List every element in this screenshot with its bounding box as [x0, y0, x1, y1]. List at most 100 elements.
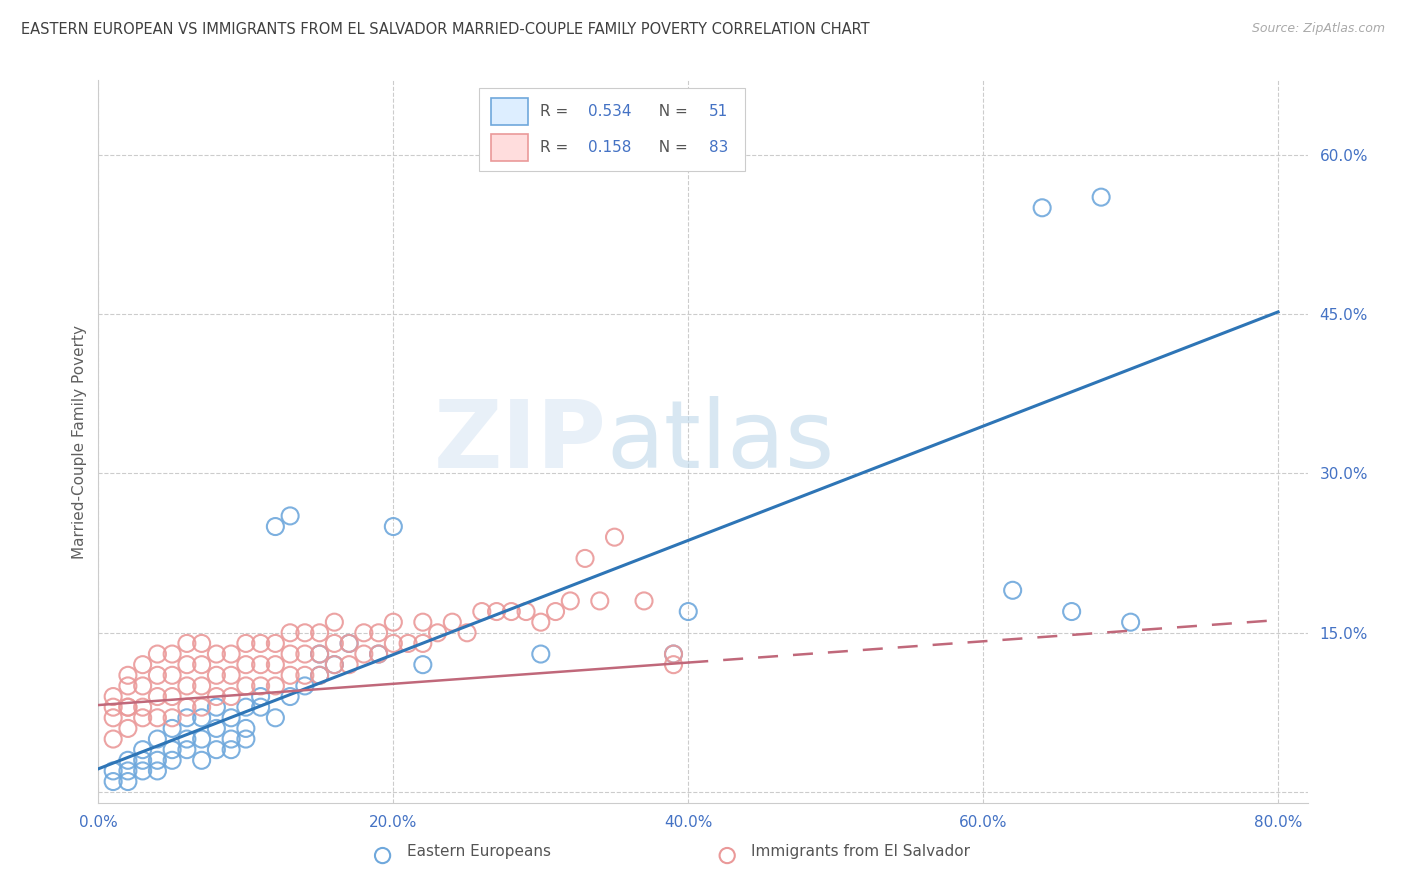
Point: [337, 636, 360, 650]
Point: [176, 732, 198, 747]
Text: N =: N =: [648, 103, 692, 119]
Point: [264, 657, 287, 672]
Point: [190, 679, 212, 693]
Point: [308, 625, 330, 640]
Point: [235, 636, 257, 650]
Text: ZIP: ZIP: [433, 395, 606, 488]
Point: [176, 657, 198, 672]
Point: [146, 711, 169, 725]
Point: [160, 647, 183, 661]
Point: [1060, 605, 1083, 619]
Point: [235, 722, 257, 736]
Point: [264, 636, 287, 650]
Point: [160, 711, 183, 725]
Point: [264, 519, 287, 533]
Point: [530, 647, 553, 661]
Text: EASTERN EUROPEAN VS IMMIGRANTS FROM EL SALVADOR MARRIED-COUPLE FAMILY POVERTY CO: EASTERN EUROPEAN VS IMMIGRANTS FROM EL S…: [21, 22, 870, 37]
Text: 0.158: 0.158: [588, 140, 631, 155]
Point: [294, 679, 316, 693]
Text: Immigrants from El Salvador: Immigrants from El Salvador: [751, 845, 970, 859]
Text: Source: ZipAtlas.com: Source: ZipAtlas.com: [1251, 22, 1385, 36]
Y-axis label: Married-Couple Family Poverty: Married-Couple Family Poverty: [72, 325, 87, 558]
Point: [117, 722, 139, 736]
Point: [278, 625, 301, 640]
Point: [382, 636, 405, 650]
Point: [574, 551, 596, 566]
Point: [131, 753, 153, 767]
Point: [323, 657, 346, 672]
Point: [249, 690, 271, 704]
Point: [308, 647, 330, 661]
Point: [235, 700, 257, 714]
Point: [219, 732, 242, 747]
Point: [353, 647, 375, 661]
Point: [337, 636, 360, 650]
Point: [323, 615, 346, 630]
Point: [678, 605, 700, 619]
Point: [662, 647, 685, 661]
Point: [323, 657, 346, 672]
Point: [560, 594, 582, 608]
Point: [219, 742, 242, 756]
Point: [264, 711, 287, 725]
Point: [264, 679, 287, 693]
Point: [589, 594, 612, 608]
Point: [412, 636, 434, 650]
Point: [308, 647, 330, 661]
Point: [294, 647, 316, 661]
Point: [176, 711, 198, 725]
Point: [353, 625, 375, 640]
Point: [117, 679, 139, 693]
Point: [294, 668, 316, 682]
Point: [146, 764, 169, 778]
Point: [456, 625, 478, 640]
Point: [160, 742, 183, 756]
Point: [190, 753, 212, 767]
Point: [530, 615, 553, 630]
Point: [131, 700, 153, 714]
Point: [249, 636, 271, 650]
Point: [278, 668, 301, 682]
Point: [160, 722, 183, 736]
Point: [117, 700, 139, 714]
Point: [219, 690, 242, 704]
Point: [176, 679, 198, 693]
Point: [146, 732, 169, 747]
Point: [219, 647, 242, 661]
Text: N =: N =: [648, 140, 692, 155]
Point: [101, 690, 124, 704]
Point: [278, 508, 301, 523]
Point: [160, 668, 183, 682]
Point: [205, 668, 228, 682]
Point: [219, 711, 242, 725]
Point: [176, 742, 198, 756]
Point: [235, 732, 257, 747]
Point: [205, 690, 228, 704]
Point: [433, 863, 456, 877]
Point: [367, 647, 389, 661]
Point: [101, 700, 124, 714]
Point: [160, 753, 183, 767]
Point: [412, 657, 434, 672]
Point: [205, 722, 228, 736]
Point: [190, 657, 212, 672]
Point: [278, 647, 301, 661]
Point: [131, 657, 153, 672]
Point: [176, 636, 198, 650]
Point: [544, 605, 567, 619]
Point: [249, 700, 271, 714]
Point: [853, 863, 876, 877]
Point: [633, 594, 655, 608]
Point: [249, 679, 271, 693]
FancyBboxPatch shape: [492, 97, 527, 125]
Point: [235, 657, 257, 672]
Text: 83: 83: [709, 140, 728, 155]
Point: [1001, 583, 1024, 598]
Text: Eastern Europeans: Eastern Europeans: [406, 845, 551, 859]
Point: [396, 636, 419, 650]
Point: [190, 732, 212, 747]
Point: [367, 647, 389, 661]
Point: [1031, 201, 1053, 215]
Point: [190, 700, 212, 714]
Point: [308, 668, 330, 682]
